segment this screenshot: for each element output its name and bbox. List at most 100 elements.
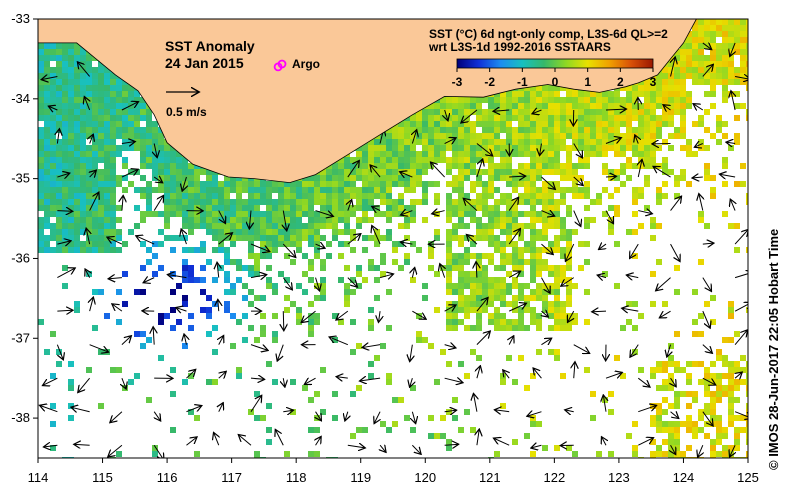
sst-cell: [104, 73, 110, 79]
sst-cell: [44, 55, 50, 61]
sst-cell: [530, 373, 536, 379]
sst-cell: [62, 157, 68, 163]
sst-cell: [698, 427, 704, 433]
sst-cell: [62, 211, 68, 217]
sst-cell: [608, 175, 614, 181]
sst-cell: [86, 181, 92, 187]
sst-cell: [554, 199, 560, 205]
sst-cell: [278, 235, 284, 241]
sst-cell: [524, 199, 530, 205]
sst-cell: [506, 229, 512, 235]
sst-cell: [458, 253, 464, 259]
sst-cell: [590, 151, 596, 157]
current-vector: [670, 243, 680, 261]
sst-cell: [602, 115, 608, 121]
sst-cell: [236, 199, 242, 205]
sst-cell: [494, 187, 500, 193]
sst-cell: [746, 307, 748, 313]
sst-cell: [734, 19, 740, 25]
sst-cell: [560, 139, 566, 145]
sst-cell: [398, 163, 404, 169]
sst-cell: [500, 241, 506, 247]
sst-cell: [488, 139, 494, 145]
sst-cell: [164, 163, 170, 169]
sst-cell: [746, 31, 748, 37]
current-vector: [219, 336, 223, 345]
sst-cell: [614, 115, 620, 121]
sst-cell: [422, 127, 428, 133]
sst-cell: [74, 217, 80, 223]
sst-cell: [554, 223, 560, 229]
sst-cell: [470, 169, 476, 175]
colorbar-tick-label: -2: [484, 75, 495, 89]
sst-cell: [206, 229, 212, 235]
sst-cell: [266, 241, 272, 247]
sst-cell: [140, 343, 146, 349]
sst-cell: [482, 193, 488, 199]
sst-cell: [644, 175, 650, 181]
current-vector: [605, 210, 613, 223]
current-vector: [360, 378, 381, 381]
sst-cell: [224, 253, 230, 259]
current-vector: [401, 211, 413, 215]
sst-cell: [74, 199, 80, 205]
sst-cell: [38, 73, 44, 79]
sst-cell: [710, 37, 716, 43]
sst-cell: [428, 151, 434, 157]
sst-cell: [158, 229, 164, 235]
sst-cell: [44, 211, 50, 217]
sst-cell: [410, 121, 416, 127]
sst-cell: [200, 205, 206, 211]
sst-cell: [728, 223, 734, 229]
sst-cell: [410, 127, 416, 133]
sst-cell: [734, 415, 740, 421]
sst-cell: [368, 205, 374, 211]
current-vector: [283, 378, 284, 386]
sst-cell: [476, 289, 482, 295]
sst-cell: [584, 133, 590, 139]
sst-cell: [710, 79, 716, 85]
sst-cell: [668, 133, 674, 139]
sst-cell: [656, 385, 662, 391]
sst-cell: [44, 103, 50, 109]
sst-cell: [668, 451, 674, 457]
sst-cell: [146, 115, 152, 121]
colorbar-tick-label: 2: [617, 75, 624, 89]
sst-cell: [92, 67, 98, 73]
sst-cell: [74, 223, 80, 229]
sst-cell: [470, 145, 476, 151]
sst-cell: [692, 31, 698, 37]
sst-cell: [206, 379, 212, 385]
sst-cell: [500, 169, 506, 175]
sst-cell: [680, 367, 686, 373]
sst-cell: [398, 241, 404, 247]
sst-cell: [680, 145, 686, 151]
argo-float-marker[interactable]: [273, 62, 283, 72]
sst-cell: [110, 97, 116, 103]
sst-cell: [458, 301, 464, 307]
sst-cell: [518, 163, 524, 169]
sst-cell: [524, 325, 530, 331]
sst-cell: [74, 307, 80, 313]
sst-cell: [464, 247, 470, 253]
sst-cell: [524, 127, 530, 133]
sst-cell: [146, 133, 152, 139]
sst-cell: [212, 325, 218, 331]
sst-cell: [434, 133, 440, 139]
sst-cell: [434, 433, 440, 439]
sst-cell: [464, 235, 470, 241]
sst-cell: [464, 253, 470, 259]
sst-cell: [104, 169, 110, 175]
sst-cell: [410, 115, 416, 121]
sst-cell: [602, 127, 608, 133]
sst-cell: [596, 451, 602, 457]
sst-cell: [710, 133, 716, 139]
sst-cell: [386, 151, 392, 157]
sst-cell: [530, 241, 536, 247]
sst-cell: [692, 391, 698, 397]
sst-cell: [458, 289, 464, 295]
sst-cell: [86, 151, 92, 157]
map-title: SST Anomaly: [165, 38, 255, 54]
sst-cell: [140, 217, 146, 223]
